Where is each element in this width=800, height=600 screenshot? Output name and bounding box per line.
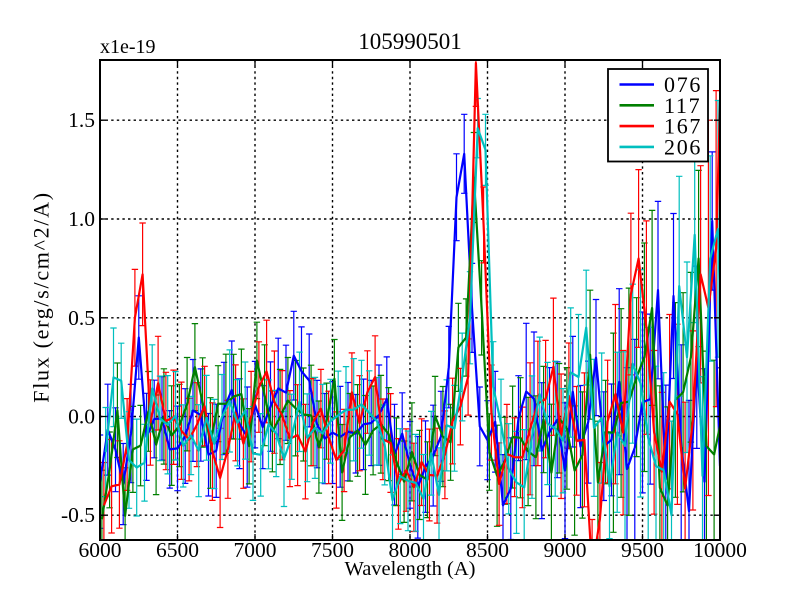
svg-text:0.5: 0.5 [68, 306, 95, 330]
svg-text:7500: 7500 [311, 538, 354, 562]
svg-text:1.5: 1.5 [68, 108, 95, 132]
svg-text:0.0: 0.0 [68, 405, 95, 429]
svg-text:10000: 10000 [693, 538, 747, 562]
svg-text:Wavelength (A): Wavelength (A) [345, 558, 476, 580]
svg-text:167: 167 [664, 114, 702, 139]
svg-text:117: 117 [664, 93, 701, 118]
svg-text:6500: 6500 [156, 538, 199, 562]
svg-text:206: 206 [664, 134, 702, 159]
svg-text:Flux (erg/s/cm^2/A): Flux (erg/s/cm^2/A) [29, 191, 54, 402]
svg-text:x1e-19: x1e-19 [100, 36, 156, 58]
svg-text:8000: 8000 [389, 538, 432, 562]
svg-text:8500: 8500 [466, 538, 509, 562]
svg-text:6000: 6000 [79, 538, 122, 562]
svg-text:076: 076 [664, 72, 702, 97]
svg-text:1.0: 1.0 [68, 207, 95, 231]
svg-text:-0.5: -0.5 [61, 503, 95, 527]
svg-text:9500: 9500 [621, 538, 664, 562]
svg-text:9000: 9000 [544, 538, 587, 562]
svg-text:7000: 7000 [234, 538, 277, 562]
svg-text:105990501: 105990501 [358, 29, 462, 54]
